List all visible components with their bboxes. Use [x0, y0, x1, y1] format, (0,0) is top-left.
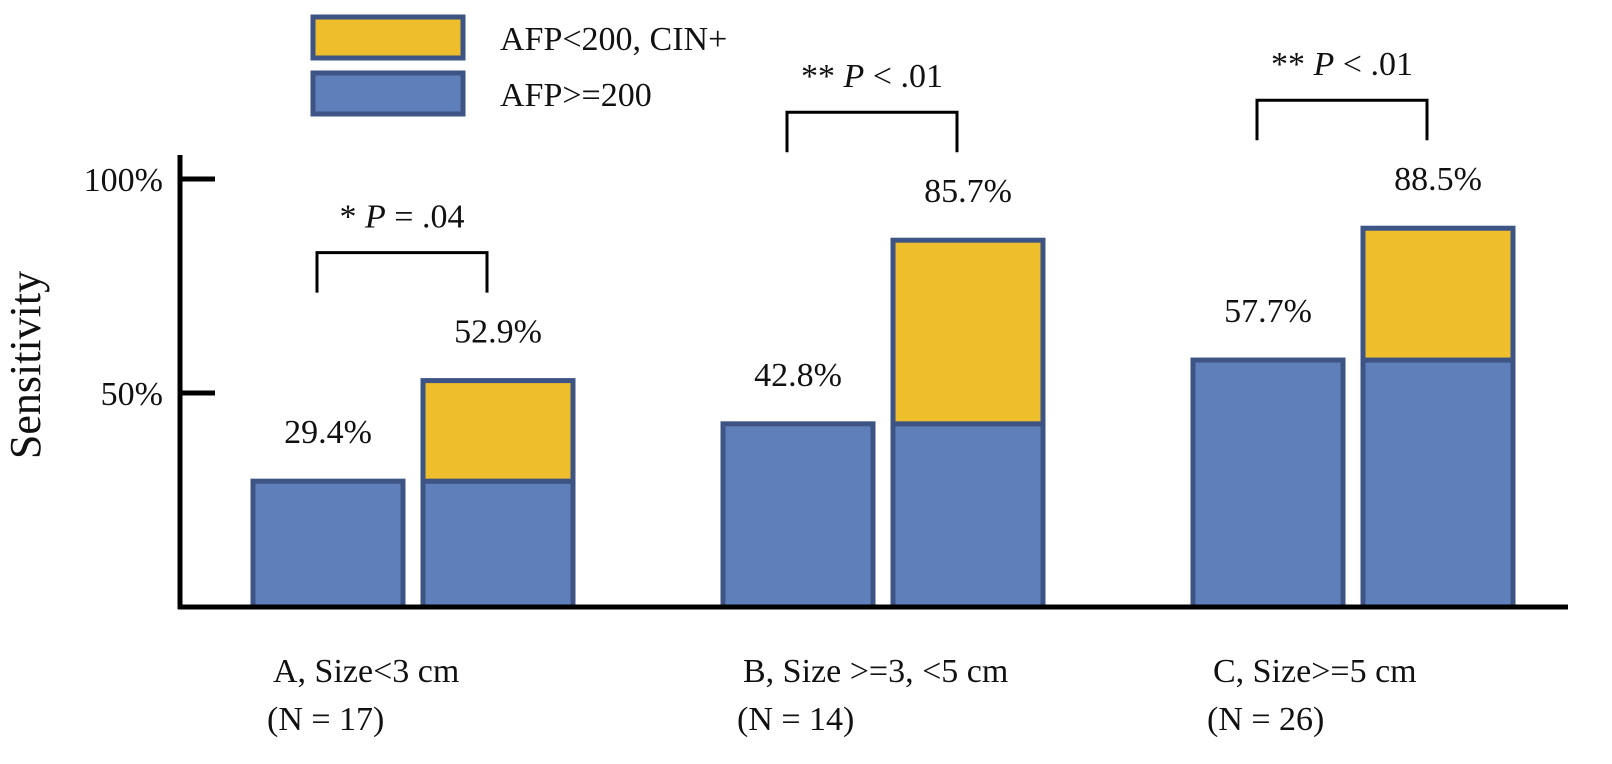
bar-b-size-3-5-cm-1-afp-200: [720, 421, 876, 610]
value-label: 85.7%: [924, 173, 1012, 210]
bar-b-size-3-5-cm-2-afp-200: [890, 421, 1046, 610]
significance-bracket: [1255, 98, 1429, 141]
bar-a-size-3-cm-2-afp-200-cin: [420, 378, 576, 484]
x-tick-label: C, Size>=5 cm: [1213, 653, 1417, 690]
y-tick-label: 50%: [101, 376, 163, 413]
axes-layer: 50% 100%: [84, 155, 1568, 610]
bar-c-size-5-cm-1-afp-200: [1190, 357, 1346, 610]
value-label: 57.7%: [1224, 293, 1312, 330]
value-label: 88.5%: [1394, 161, 1482, 198]
value-label: 52.9%: [454, 314, 542, 351]
significance-label: ** P < .01: [801, 58, 943, 95]
x-tick-label: B, Size >=3, <5 cm: [743, 653, 1008, 690]
x-tick-n-label: (N = 17): [267, 701, 384, 738]
bar-c-size-5-cm-2-afp-200: [1360, 357, 1516, 610]
value-label: 29.4%: [284, 414, 372, 451]
legend-swatch-afp-200: [310, 70, 466, 117]
value-label: 42.8%: [754, 357, 842, 394]
bars-layer: [250, 225, 1516, 610]
legend-label-afp-200-cin: AFP<200, CIN+: [500, 21, 727, 58]
bar-a-size-3-cm-1-afp-200: [250, 478, 406, 610]
significance-bracket: [315, 251, 489, 293]
labels-layer: 29.4% 52.9% A, Size<3 cm (N = 17) 42.8% 85.7%…: [267, 161, 1482, 738]
legend-label-afp-200: AFP>=200: [500, 77, 652, 114]
significance-bracket: [785, 110, 959, 153]
bar-b-size-3-5-cm-2-afp-200-cin: [890, 237, 1046, 427]
y-axis-title: Sensitivity: [1, 271, 50, 459]
significance-layer: * P = .04 ** P < .01 ** P < .01: [315, 46, 1429, 293]
significance-label: * P = .04: [340, 199, 465, 236]
bar-c-size-5-cm-2-afp-200-cin: [1360, 225, 1516, 363]
bar-a-size-3-cm-2-afp-200: [420, 478, 576, 610]
legend-swatch-afp-200-cin: [310, 14, 466, 61]
legend: AFP<200, CIN+ AFP>=200: [310, 14, 727, 117]
x-tick-n-label: (N = 26): [1207, 701, 1324, 738]
significance-label: ** P < .01: [1271, 46, 1413, 83]
x-tick-n-label: (N = 14): [737, 701, 854, 738]
y-tick-label: 100%: [84, 162, 163, 199]
x-tick-label: A, Size<3 cm: [273, 653, 459, 690]
